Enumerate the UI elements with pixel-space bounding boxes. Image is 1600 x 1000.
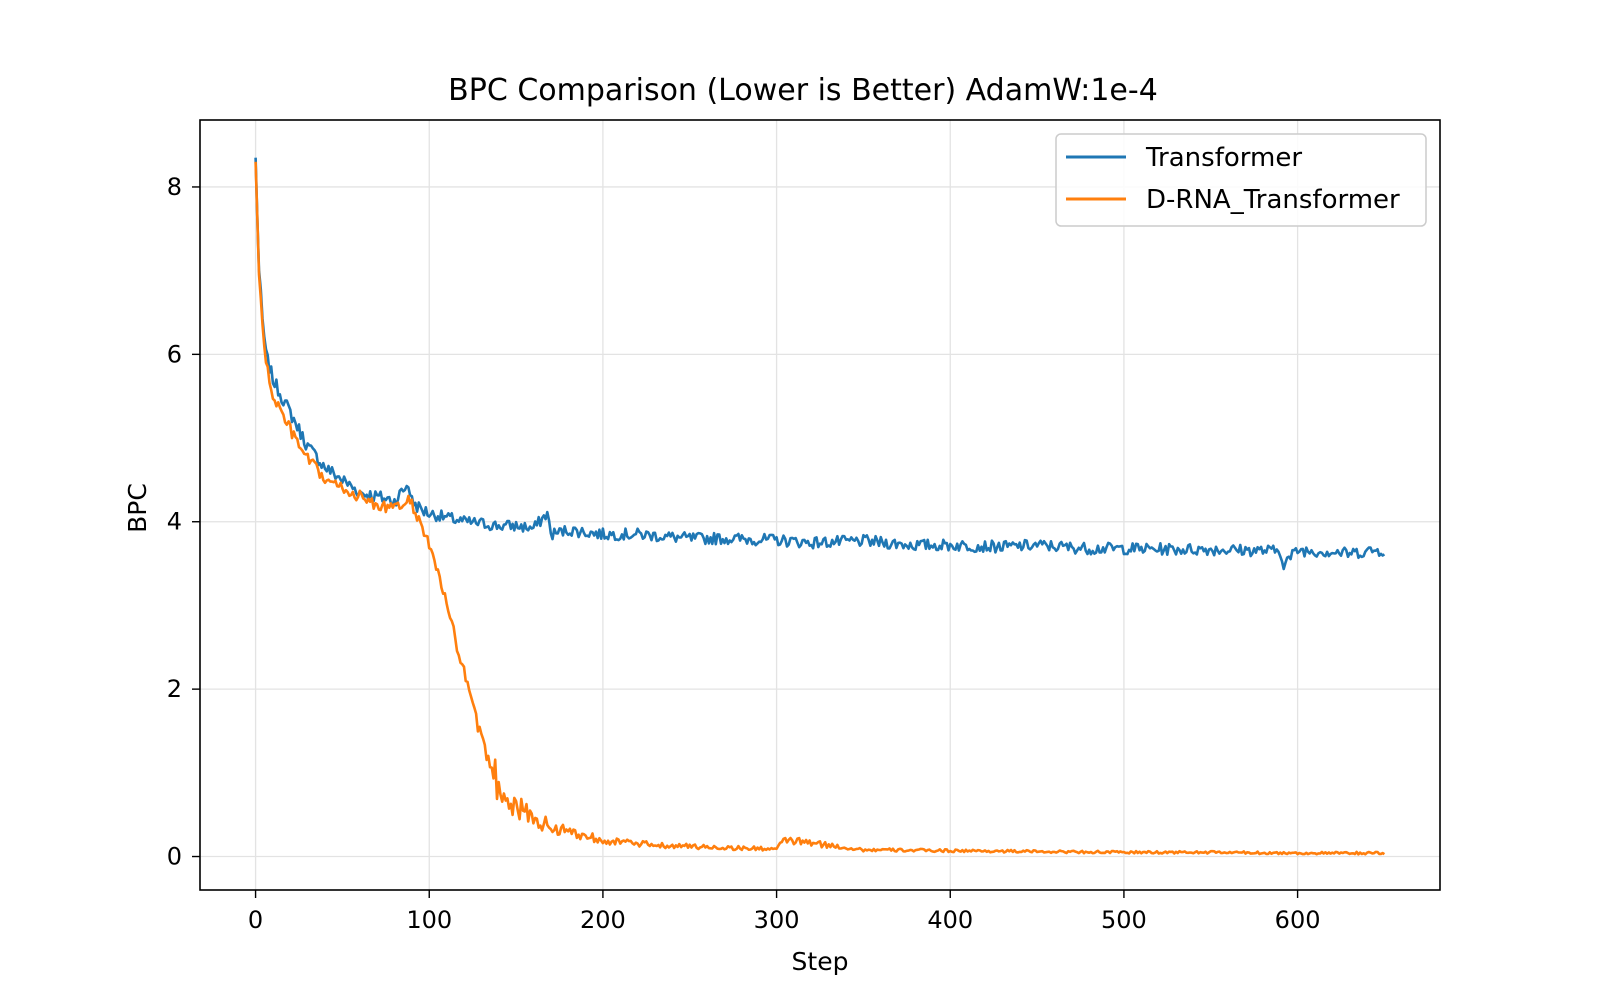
x-tick-label: 200 [580,906,626,934]
series-lines [254,157,1386,856]
series-line-transformer [254,157,1386,571]
legend-box [1055,133,1427,227]
y-tick-label: 6 [167,340,182,368]
legend-label-d-rna-transformer: D-RNA_Transformer [1146,185,1400,215]
y-tick-label: 2 [167,675,182,703]
x-axis-ticks: 0 100 200 300 400 500 600 [248,890,1321,934]
x-tick-label: 600 [1275,906,1321,934]
x-tick-label: 400 [927,906,973,934]
y-axis-ticks: 0 2 4 6 8 [167,173,200,871]
x-tick-label: 0 [248,906,263,934]
chart-title: BPC Comparison (Lower is Better) AdamW:1… [448,73,1158,108]
x-tick-label: 100 [406,906,452,934]
legend: Transformer D-RNA_Transformer [1055,133,1427,227]
series-line-d-rna-transformer [254,161,1386,856]
y-tick-label: 4 [167,508,182,536]
legend-label-transformer: Transformer [1145,143,1302,173]
x-tick-label: 500 [1101,906,1147,934]
plot-frame [199,119,1441,891]
y-tick-label: 0 [167,843,182,871]
y-tick-label: 8 [167,173,182,201]
y-axis-label: BPC [123,483,152,533]
grid [200,120,1440,890]
x-axis-label: Step [792,947,849,976]
x-tick-label: 300 [754,906,800,934]
